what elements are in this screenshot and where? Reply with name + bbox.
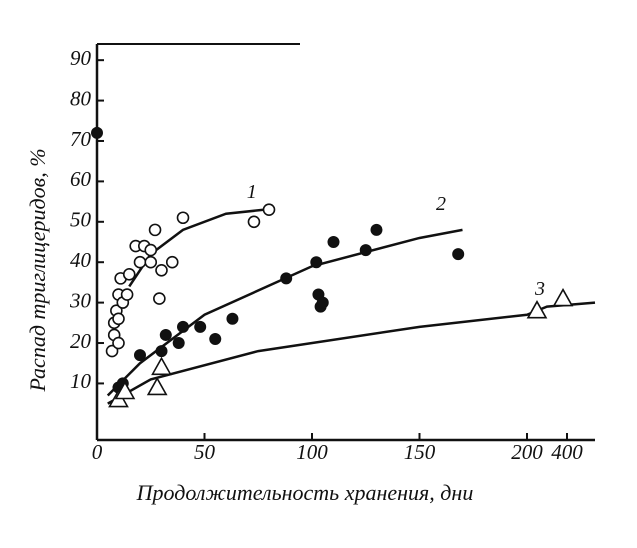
y-tick-label: 80: [70, 86, 92, 110]
point: [552, 287, 574, 307]
point: [452, 248, 465, 261]
y-tick-label: 90: [70, 46, 92, 70]
x-tick-label: 200: [511, 440, 543, 464]
point: [114, 380, 136, 400]
curve-label: 2: [436, 193, 446, 215]
point: [122, 268, 136, 281]
point: [144, 255, 158, 269]
y-axis-label: Распад триглицеридов, %: [25, 148, 50, 392]
curve-label: 1: [247, 181, 257, 203]
point: [316, 296, 329, 309]
x-axis-label: Продолжительность хранения, дни: [136, 480, 474, 505]
point: [120, 288, 134, 301]
x-tick-label: 0: [92, 440, 103, 464]
point: [148, 223, 162, 237]
point: [146, 376, 168, 396]
fit-curve: [106, 228, 463, 397]
point: [112, 336, 125, 350]
point: [247, 215, 261, 229]
point: [194, 320, 207, 333]
point: [370, 223, 383, 236]
y-tick-label: 30: [69, 288, 92, 312]
point: [327, 236, 340, 248]
point: [134, 349, 146, 362]
point: [172, 337, 185, 350]
point: [359, 244, 372, 257]
point: [155, 345, 168, 358]
point: [105, 344, 119, 358]
y-tick-label: 10: [70, 369, 92, 393]
point: [310, 256, 323, 269]
x-tick-label: 50: [194, 440, 216, 464]
y-tick-label: 70: [70, 127, 92, 151]
curve-label: 3: [534, 278, 545, 300]
fit-curve: [107, 301, 596, 405]
point: [151, 356, 172, 376]
point: [155, 263, 168, 277]
point: [159, 328, 172, 341]
point: [280, 272, 293, 285]
point: [144, 243, 158, 257]
point: [177, 320, 189, 333]
point: [91, 126, 103, 139]
y-tick-label: 20: [70, 329, 92, 353]
point: [112, 312, 125, 326]
point: [262, 203, 276, 216]
point: [209, 332, 222, 345]
point: [153, 292, 166, 305]
point: [176, 211, 190, 225]
x-tick-label: 100: [296, 440, 328, 464]
x-tick-label: 400: [551, 440, 583, 464]
point: [133, 255, 147, 269]
y-tick-label: 50: [70, 208, 92, 232]
x-tick-label: 150: [404, 440, 436, 464]
y-tick-label: 60: [70, 167, 92, 191]
point: [165, 255, 179, 269]
point: [526, 300, 548, 319]
y-tick-label: 40: [70, 248, 92, 272]
point: [226, 312, 239, 325]
